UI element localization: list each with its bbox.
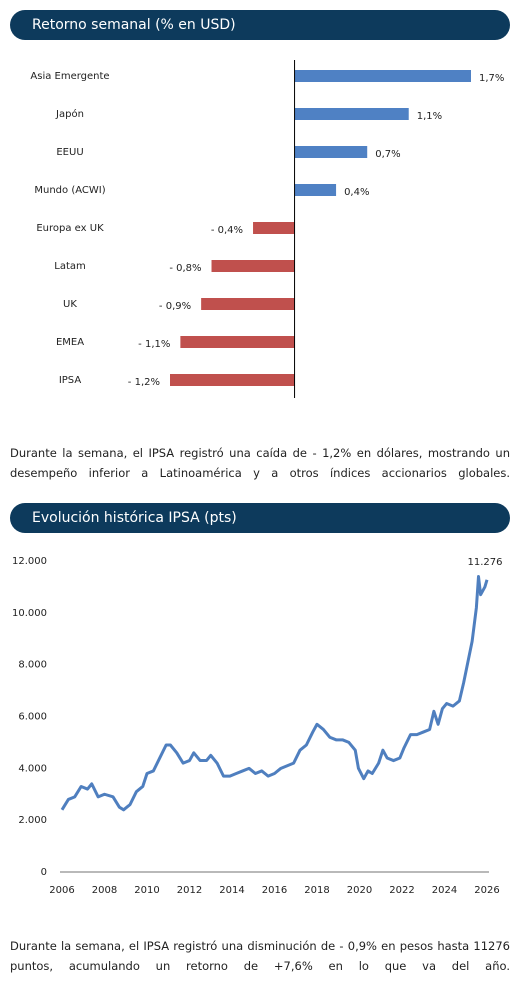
bar [294, 184, 337, 196]
value-label: 1,7% [479, 73, 504, 84]
x-tick-label: 2026 [474, 885, 499, 896]
category-label: IPSA [59, 375, 82, 386]
category-label: Asia Emergente [30, 71, 109, 82]
y-tick-label: 10.000 [12, 608, 47, 619]
bar [253, 222, 295, 234]
category-label: EMEA [56, 337, 84, 348]
y-tick-label: 8.000 [18, 660, 47, 671]
category-label: Latam [54, 261, 86, 272]
bar [294, 146, 368, 158]
x-tick-label: 2020 [347, 885, 372, 896]
category-label: UK [63, 299, 77, 310]
header-1: Retorno semanal (% en USD) [10, 10, 510, 40]
bar [180, 336, 295, 348]
bar [211, 260, 295, 272]
bar [201, 298, 295, 310]
x-tick-label: 2016 [262, 885, 287, 896]
x-tick-label: 2006 [49, 885, 74, 896]
caption-1: Durante la semana, el IPSA registró una … [10, 446, 510, 480]
y-tick-label: 12.000 [12, 556, 47, 567]
x-tick-label: 2012 [177, 885, 202, 896]
y-tick-label: 0 [41, 867, 47, 878]
y-tick-label: 6.000 [18, 712, 47, 723]
value-label: - 1,2% [128, 377, 160, 388]
category-label: Europa ex UK [36, 223, 104, 234]
category-label: Mundo (ACWI) [34, 185, 105, 196]
bar [294, 70, 471, 82]
x-tick-label: 2008 [92, 885, 117, 896]
x-tick-label: 2018 [304, 885, 329, 896]
value-label: - 1,1% [138, 339, 170, 350]
x-tick-label: 2022 [389, 885, 414, 896]
x-tick-label: 2014 [219, 885, 244, 896]
value-label: 1,1% [417, 111, 442, 122]
header-2: Evolución histórica IPSA (pts) [10, 503, 510, 533]
line [60, 575, 489, 812]
caption-2: Durante la semana, el IPSA registró una … [10, 939, 510, 973]
x-tick-label: 2010 [134, 885, 159, 896]
bar [170, 374, 295, 386]
x-tick-label: 2024 [432, 885, 457, 896]
value-label: - 0,8% [169, 263, 201, 274]
y-tick-label: 4.000 [18, 763, 47, 774]
value-label: 0,7% [375, 149, 400, 160]
y-tick-label: 2.000 [18, 815, 47, 826]
category-label: EEUU [56, 147, 83, 158]
value-label: - 0,4% [211, 225, 243, 236]
value-label: - 0,9% [159, 301, 191, 312]
category-label: Japón [55, 108, 84, 120]
value-label: 0,4% [344, 187, 369, 198]
bar [294, 108, 409, 120]
annotation: 11.276 [468, 557, 503, 568]
